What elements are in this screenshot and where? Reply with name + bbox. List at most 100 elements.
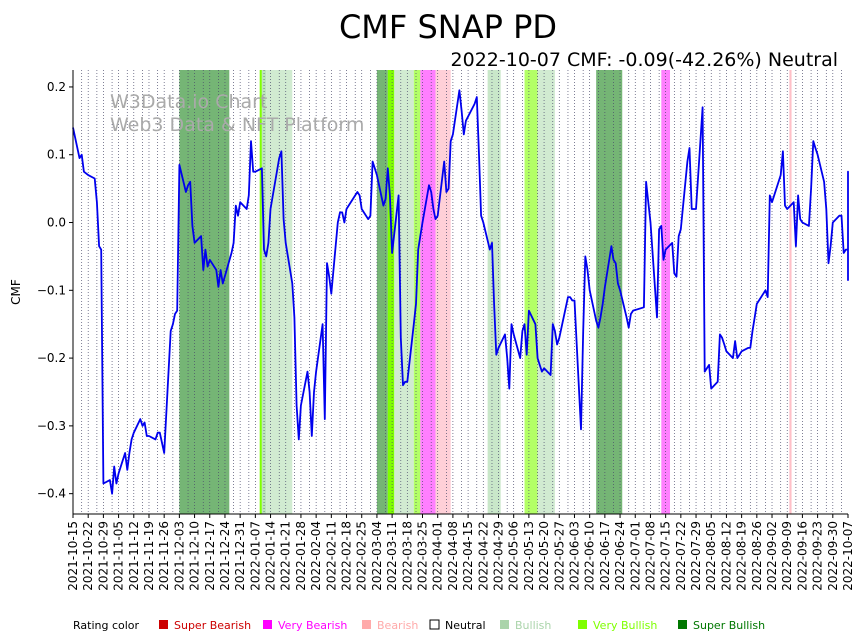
x-tick-label: 2022-04-22 xyxy=(476,521,490,591)
legend-item-label: Bullish xyxy=(515,619,551,632)
legend-swatch xyxy=(678,620,687,629)
watermark-line-2: Web3 Data & NFT Platform xyxy=(110,114,364,136)
x-tick-label: 2021-10-22 xyxy=(81,521,95,591)
x-tick-label: 2021-11-12 xyxy=(127,521,141,591)
rating-band-12 xyxy=(537,70,555,514)
x-tick-label: 2021-11-05 xyxy=(112,521,126,591)
x-ticks: 2021-10-15 2021-10-22 2021-10-29 2021-11-05… xyxy=(66,514,855,591)
chart-subtitle: 2022-10-07 CMF: -0.09(-42.26%) Neutral xyxy=(451,49,838,71)
y-tick-label: −0.2 xyxy=(37,351,66,365)
x-tick-label: 2021-11-19 xyxy=(142,521,156,591)
rating-band-4 xyxy=(376,70,388,514)
x-tick-label: 2022-03-18 xyxy=(400,521,414,591)
x-tick-label: 2022-09-23 xyxy=(811,521,825,591)
rating-band-13 xyxy=(596,70,623,514)
x-tick-label: 2022-02-25 xyxy=(355,521,369,591)
x-tick-label: 2022-06-03 xyxy=(567,521,581,591)
legend-item-label: Very Bearish xyxy=(278,619,347,632)
watermark: W3Data.io Chart Web3 Data & NFT Platform xyxy=(110,91,364,136)
rating-band-6 xyxy=(394,70,414,514)
y-tick-label: 0.1 xyxy=(47,148,66,162)
x-tick-label: 2021-12-03 xyxy=(172,521,186,591)
x-tick-label: 2021-12-17 xyxy=(203,521,217,591)
x-tick-label: 2022-07-29 xyxy=(689,521,703,591)
x-tick-label: 2022-06-17 xyxy=(598,521,612,591)
chart-title: CMF SNAP PD xyxy=(339,8,557,46)
x-tick-label: 2022-01-21 xyxy=(279,521,293,591)
x-tick-label: 2022-04-29 xyxy=(491,521,505,591)
x-tick-label: 2022-09-30 xyxy=(826,521,840,591)
x-tick-label: 2022-05-20 xyxy=(537,521,551,591)
legend-swatch xyxy=(263,620,272,629)
x-tick-label: 2022-08-26 xyxy=(750,521,764,591)
y-tick-label: 0.2 xyxy=(47,80,66,94)
legend-swatch xyxy=(159,620,168,629)
rating-band-8 xyxy=(420,70,436,514)
legend-swatch xyxy=(362,620,371,629)
x-tick-label: 2022-02-11 xyxy=(324,521,338,591)
axes xyxy=(72,70,848,515)
x-tick-label: 2021-12-10 xyxy=(188,521,202,591)
series-layer xyxy=(72,89,849,495)
x-tick-label: 2022-02-04 xyxy=(309,521,323,591)
rating-band-5 xyxy=(387,70,395,514)
y-tick-label: −0.4 xyxy=(37,487,66,501)
x-tick-label: 2022-06-10 xyxy=(583,521,597,591)
rating-band-15 xyxy=(789,70,792,514)
y-tick-label: 0.0 xyxy=(47,216,66,230)
x-tick-label: 2022-08-12 xyxy=(719,521,733,591)
x-tick-label: 2022-01-07 xyxy=(248,521,262,591)
x-tick-label: 2022-02-18 xyxy=(340,521,354,591)
x-tick-label: 2022-09-16 xyxy=(795,521,809,591)
x-tick-label: 2022-09-02 xyxy=(765,521,779,591)
watermark-line-1: W3Data.io Chart xyxy=(110,91,267,113)
rating-band-0 xyxy=(179,70,230,514)
x-tick-label: 2022-04-08 xyxy=(446,521,460,591)
x-tick-label: 2022-01-28 xyxy=(294,521,308,591)
legend-swatch xyxy=(578,620,587,629)
x-tick-label: 2021-10-29 xyxy=(96,521,110,591)
legend-swatch xyxy=(500,620,509,629)
x-tick-label: 2022-05-06 xyxy=(507,521,521,591)
x-tick-label: 2022-07-15 xyxy=(659,521,673,591)
x-tick-label: 2022-05-13 xyxy=(522,521,536,591)
rating-bands xyxy=(179,70,792,514)
x-tick-label: 2022-07-22 xyxy=(674,521,688,591)
y-tick-label: −0.3 xyxy=(37,419,66,433)
x-tick-label: 2022-03-11 xyxy=(385,521,399,591)
legend-item-label: Neutral xyxy=(445,619,486,632)
legend-title: Rating color xyxy=(73,619,140,632)
x-tick-label: 2021-11-26 xyxy=(157,521,171,591)
y-tick-label: −0.1 xyxy=(37,283,66,297)
series-line-0 xyxy=(72,89,849,495)
x-tick-label: 2021-10-15 xyxy=(66,521,80,591)
x-tick-label: 2022-10-07 xyxy=(841,521,855,591)
x-tick-label: 2022-05-27 xyxy=(552,521,566,591)
legend-swatch xyxy=(429,619,440,630)
legend-item-label: Bearish xyxy=(377,619,418,632)
x-tick-label: 2022-08-05 xyxy=(704,521,718,591)
legend: Rating color Super Bearish Very Bearish Bea… xyxy=(73,619,765,632)
x-tick-label: 2022-04-01 xyxy=(431,521,445,591)
x-tick-label: 2022-06-24 xyxy=(613,521,627,591)
rating-band-1 xyxy=(259,70,262,514)
rating-band-11 xyxy=(524,70,538,514)
x-tick-label: 2022-07-08 xyxy=(643,521,657,591)
x-tick-label: 2022-01-14 xyxy=(264,521,278,591)
x-tick-label: 2022-08-19 xyxy=(735,521,749,591)
legend-item-label: Super Bearish xyxy=(174,619,251,632)
y-axis-label: CMF xyxy=(9,279,23,305)
legend-item-label: Very Bullish xyxy=(593,619,657,632)
vertical-gridlines xyxy=(81,70,842,514)
x-tick-label: 2022-03-04 xyxy=(370,521,384,591)
x-tick-label: 2022-04-15 xyxy=(461,521,475,591)
x-tick-label: 2022-03-25 xyxy=(416,521,430,591)
x-tick-label: 2021-12-31 xyxy=(233,521,247,591)
y-ticks: 0.2 0.1 0.0 −0.1 −0.2 −0.3 −0.4 xyxy=(37,80,73,501)
x-tick-label: 2022-07-01 xyxy=(628,521,642,591)
rating-band-9 xyxy=(435,70,451,514)
legend-item-label: Super Bullish xyxy=(693,619,765,632)
x-tick-label: 2022-09-09 xyxy=(780,521,794,591)
x-tick-label: 2021-12-24 xyxy=(218,521,232,591)
